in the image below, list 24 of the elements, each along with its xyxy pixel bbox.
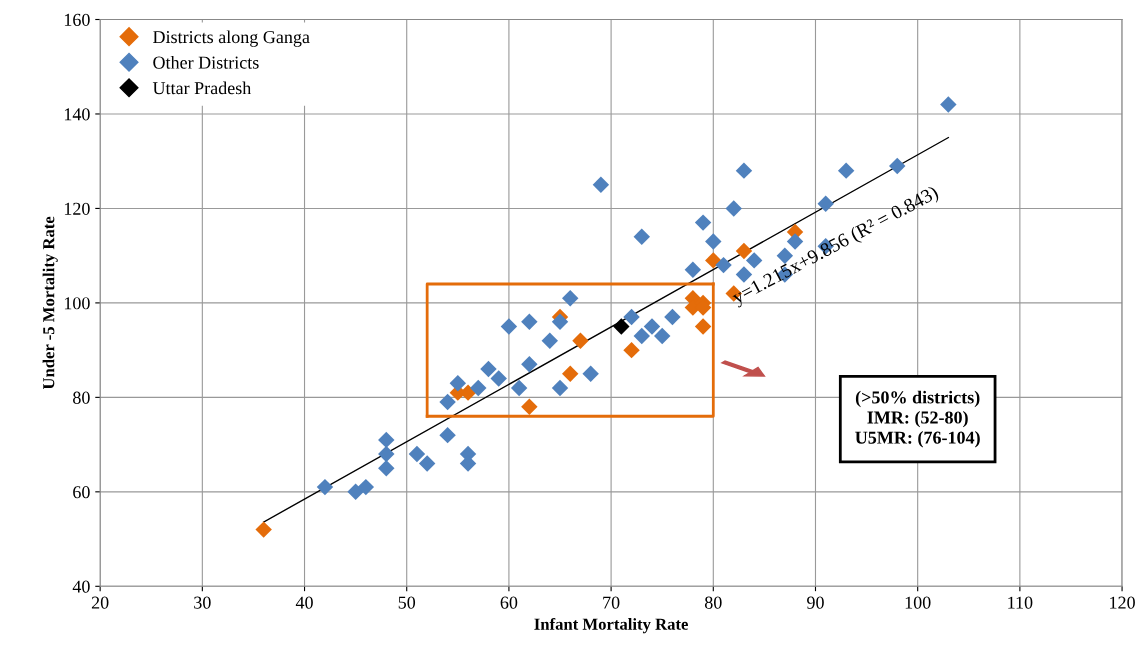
x-axis-title: Infant Mortality Rate (534, 617, 688, 634)
x-tick-label: 80 (704, 596, 722, 609)
x-tick-label: 50 (398, 596, 416, 609)
x-tick-label: 30 (194, 596, 211, 609)
y-axis-title: Under -5 Mortality Rate (42, 216, 58, 390)
y-tick-label: 80 (73, 391, 90, 404)
annotation: (>50% districts) IMR: (52-80) U5MR: (76-104) (855, 390, 980, 448)
y-tick-label: 160 (64, 13, 90, 26)
legend-label: Uttar Pradesh (152, 81, 252, 95)
legend-label: Other Districts (153, 56, 259, 69)
legend-label: Districts along Ganga (153, 30, 310, 47)
y-tick-label: 140 (64, 108, 90, 121)
x-tick-label: 110 (1008, 596, 1033, 609)
y-tick-label: 100 (64, 297, 90, 310)
y-tick-label: 60 (73, 486, 90, 499)
x-tick-label: 90 (807, 596, 824, 609)
x-tick-label: 70 (603, 596, 620, 609)
x-tick-label: 120 (1110, 596, 1135, 609)
x-tick-label: 40 (295, 596, 313, 609)
x-tick-label: 100 (905, 596, 931, 609)
y-tick-label: 40 (72, 580, 90, 593)
x-tick-label: 20 (91, 596, 109, 609)
x-tick-label: 60 (500, 596, 518, 609)
y-tick-label: 120 (64, 202, 90, 215)
